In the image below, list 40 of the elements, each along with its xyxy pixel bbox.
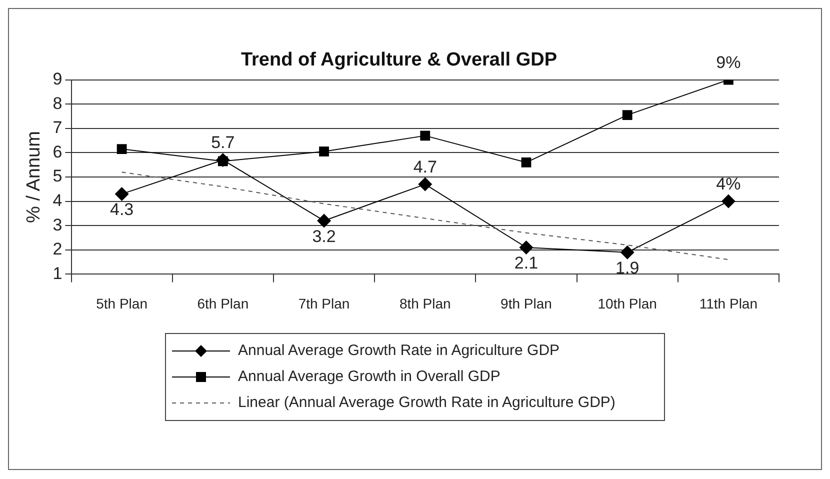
x-tick-label: 11th Plan [699,295,758,312]
point [622,110,632,120]
y-tick-label: 5 [52,166,62,186]
data-label: 5.7 [211,133,235,152]
point [319,146,329,156]
x-tick-label: 7th Plan [298,295,350,312]
x-tick-label: 9th Plan [500,295,552,312]
y-axis-title: % / Annum [24,131,45,223]
y-tick-label: 2 [52,240,62,259]
point [116,144,127,154]
point [420,130,430,141]
data-label: 4.3 [110,200,134,220]
point [114,187,129,202]
y-tick-label: 1 [52,264,62,283]
y-tick-label: 3 [52,215,62,234]
data-label: 9% [716,52,741,72]
x-tick-label: 6th Plan [197,295,249,312]
point [519,240,534,254]
y-tick-label: 8 [52,94,62,113]
y-tick-label: 9 [52,69,62,88]
data-label: 2.1 [514,254,538,273]
x-tick-label: 8th Plan [399,295,451,312]
legend-label: Linear (Annual Average Growth Rate in Agriculture GDP) [238,393,616,413]
point [521,157,532,168]
point [721,194,736,208]
point [418,177,432,192]
data-label: 4% [716,174,741,194]
data-label: 3.2 [312,226,336,246]
x-tick-label: 5th Plan [96,295,148,312]
data-label: 4.7 [413,157,437,176]
x-tick-label: 10th Plan [598,295,657,312]
legend-label: Annual Average Growth Rate in Agriculture GDP [238,341,560,361]
point [317,214,332,228]
data-label: 1.9 [616,258,640,278]
chart-title: Trend of Agriculture & Overall GDP [240,50,558,71]
y-tick-label: 7 [52,118,62,138]
legend-label: Annual Average Growth in Overall GDP [238,367,500,387]
y-tick-label: 6 [52,142,62,162]
y-tick-label: 4 [52,190,62,210]
point [620,245,634,260]
